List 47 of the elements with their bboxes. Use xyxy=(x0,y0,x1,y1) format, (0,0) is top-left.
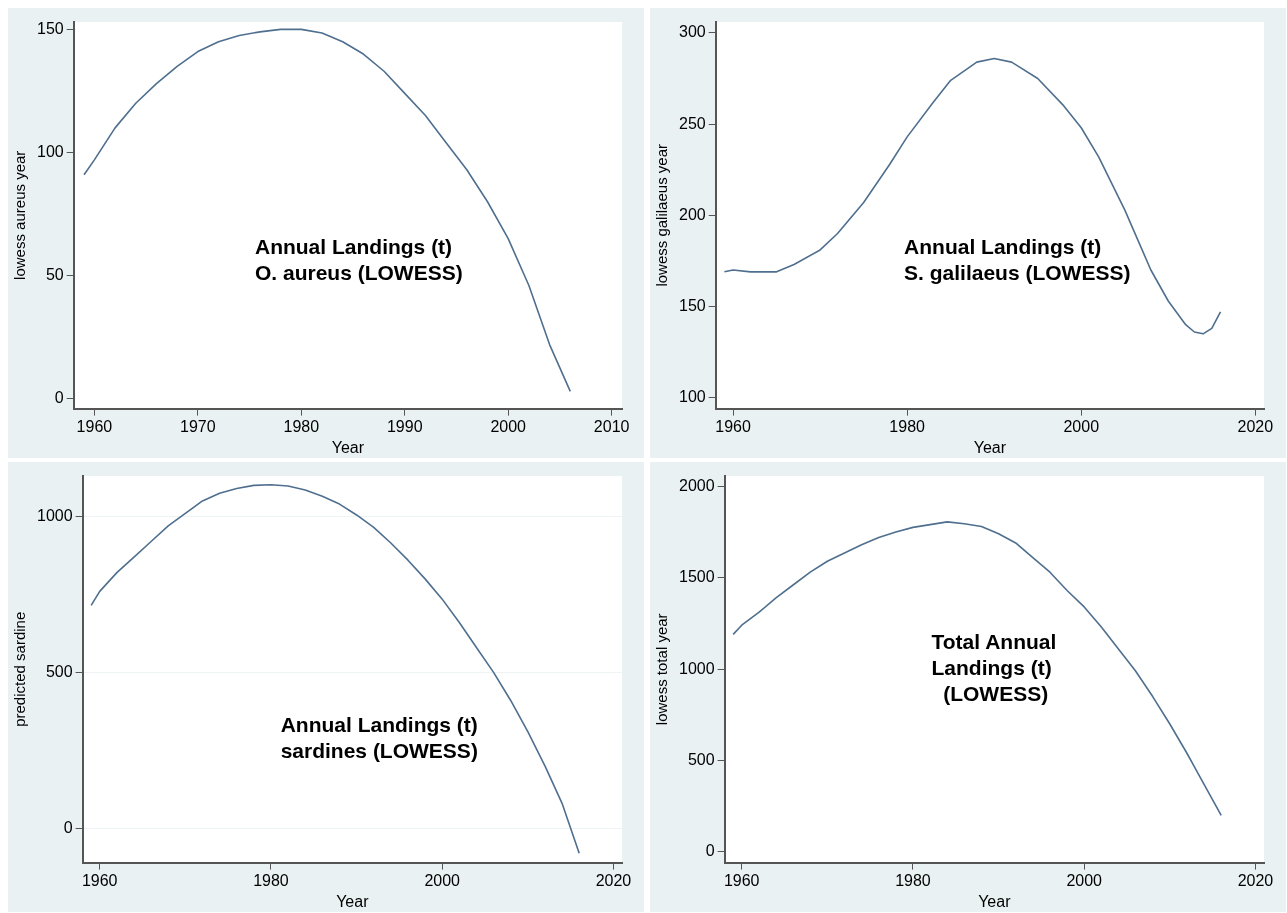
x-tick-label: 1980 xyxy=(889,417,926,435)
x-tick-label: 1990 xyxy=(386,417,423,435)
annotation: Total Annual Landings (t) (LOWESS) xyxy=(931,630,1057,706)
x-axis-title: Year xyxy=(978,892,1012,910)
x-tick-label: 1960 xyxy=(723,871,760,889)
y-tick-label: 150 xyxy=(36,19,64,37)
x-tick-label: 1960 xyxy=(715,417,751,435)
x-tick-label: 2020 xyxy=(595,871,632,889)
y-tick-label: 300 xyxy=(678,23,706,41)
y-axis-title: lowess galilaeus year xyxy=(653,144,671,287)
y-tick-label: 150 xyxy=(678,296,706,314)
y-axis-title: predicted sardine xyxy=(11,611,29,727)
annotation: Annual Landings (t) O. aureus (LOWESS) xyxy=(254,235,463,285)
x-axis-title: Year xyxy=(336,892,370,910)
x-tick-label: 2010 xyxy=(593,417,630,435)
y-tick-label: 0 xyxy=(705,842,715,860)
x-tick-label: 1970 xyxy=(180,417,216,435)
annotation: Annual Landings (t) sardines (LOWESS) xyxy=(280,712,478,762)
y-tick-label: 100 xyxy=(678,388,706,406)
annotation: Annual Landings (t) S. galilaeus (LOWESS) xyxy=(904,235,1131,285)
x-tick-label: 1980 xyxy=(895,871,931,889)
x-tick-label: 1980 xyxy=(283,417,320,435)
y-tick-label: 250 xyxy=(678,114,706,132)
x-tick-label: 2000 xyxy=(490,417,527,435)
x-tick-label: 2000 xyxy=(1066,871,1103,889)
y-tick-label: 1000 xyxy=(679,659,715,677)
y-tick-label: 200 xyxy=(678,205,706,223)
x-axis-title: Year xyxy=(331,438,365,456)
x-tick-label: 2000 xyxy=(1063,417,1100,435)
y-tick-label: 100 xyxy=(36,142,64,160)
y-tick-label: 2000 xyxy=(679,476,715,494)
y-axis-title: lowess total year xyxy=(653,613,671,726)
y-tick-label: 500 xyxy=(687,750,715,768)
x-tick-label: 1980 xyxy=(253,871,289,889)
y-tick-label: 500 xyxy=(45,662,73,680)
y-tick-label: 0 xyxy=(63,818,73,836)
x-tick-label: 2020 xyxy=(1237,871,1274,889)
y-axis-title: lowess aureus year xyxy=(11,150,29,280)
x-tick-label: 1960 xyxy=(76,417,113,435)
y-tick-label: 1500 xyxy=(679,568,715,586)
x-axis-title: Year xyxy=(973,438,1007,456)
x-tick-label: 2000 xyxy=(424,871,461,889)
y-tick-label: 50 xyxy=(45,266,64,284)
y-tick-label: 1000 xyxy=(37,506,73,524)
x-tick-label: 1960 xyxy=(81,871,118,889)
y-tick-label: 0 xyxy=(54,389,64,407)
x-tick-label: 2020 xyxy=(1237,417,1274,435)
